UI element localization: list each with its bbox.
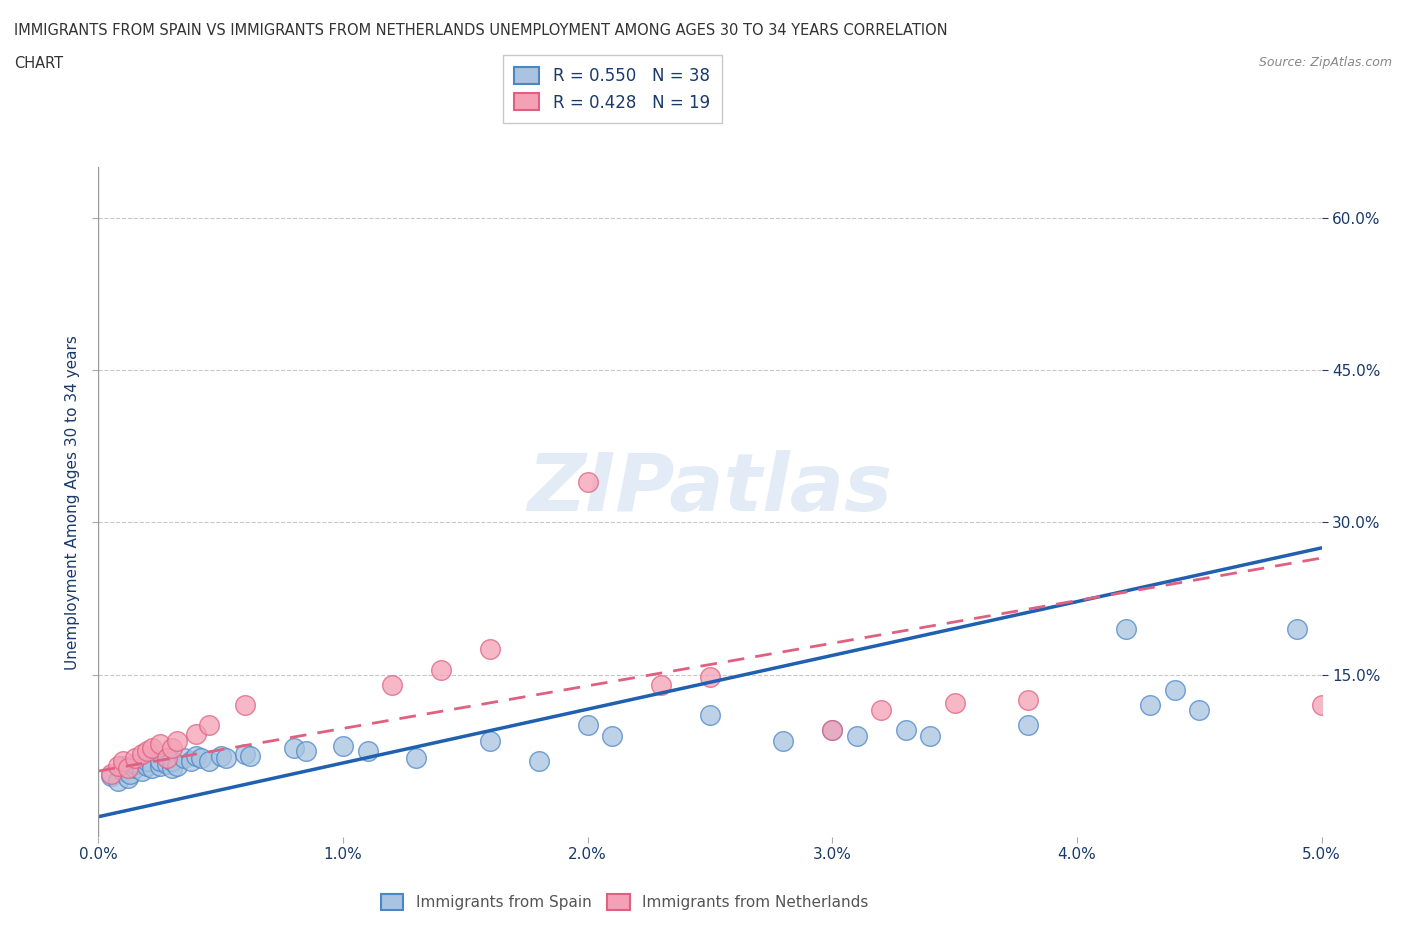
Point	[920, 728, 942, 743]
Point	[1164, 683, 1187, 698]
Point	[107, 759, 129, 774]
Point	[381, 677, 404, 692]
Point	[295, 743, 318, 758]
Point	[1310, 698, 1333, 712]
Point	[821, 723, 844, 737]
Point	[136, 743, 159, 758]
Point	[1017, 693, 1039, 708]
Point	[107, 774, 129, 789]
Point	[156, 751, 179, 765]
Point	[1017, 718, 1039, 733]
Point	[209, 749, 232, 764]
Point	[136, 753, 159, 768]
Point	[186, 726, 208, 741]
Point	[124, 756, 146, 771]
Point	[131, 764, 153, 778]
Point	[131, 747, 153, 762]
Point	[1286, 621, 1309, 636]
Legend: Immigrants from Spain, Immigrants from Netherlands: Immigrants from Spain, Immigrants from N…	[374, 888, 875, 916]
Point	[405, 751, 427, 765]
Point	[173, 751, 195, 765]
Point	[166, 759, 188, 774]
Text: CHART: CHART	[14, 56, 63, 71]
Point	[111, 759, 134, 774]
Point	[141, 761, 163, 776]
Point	[943, 696, 966, 711]
Point	[527, 753, 550, 768]
Point	[100, 766, 122, 781]
Point	[870, 703, 893, 718]
Point	[141, 740, 163, 755]
Point	[190, 751, 212, 765]
Text: Source: ZipAtlas.com: Source: ZipAtlas.com	[1258, 56, 1392, 69]
Point	[124, 751, 146, 765]
Point	[160, 740, 183, 755]
Point	[166, 733, 188, 748]
Point	[197, 718, 219, 733]
Point	[845, 728, 868, 743]
Point	[233, 747, 256, 762]
Point	[117, 761, 139, 776]
Point	[100, 769, 122, 784]
Point	[478, 642, 501, 657]
Point	[197, 753, 219, 768]
Point	[149, 759, 172, 774]
Point	[356, 743, 378, 758]
Y-axis label: Unemployment Among Ages 30 to 34 years: Unemployment Among Ages 30 to 34 years	[65, 335, 80, 670]
Point	[136, 759, 159, 774]
Point	[699, 670, 721, 684]
Point	[821, 723, 844, 737]
Text: IMMIGRANTS FROM SPAIN VS IMMIGRANTS FROM NETHERLANDS UNEMPLOYMENT AMONG AGES 30 : IMMIGRANTS FROM SPAIN VS IMMIGRANTS FROM…	[14, 23, 948, 38]
Point	[160, 753, 183, 768]
Point	[120, 766, 142, 781]
Point	[478, 733, 501, 748]
Point	[149, 753, 172, 768]
Point	[111, 753, 134, 768]
Point	[111, 764, 134, 778]
Point	[600, 728, 623, 743]
Point	[332, 738, 354, 753]
Point	[1115, 621, 1137, 636]
Point	[124, 761, 146, 776]
Point	[156, 756, 179, 771]
Point	[117, 771, 139, 786]
Point	[1139, 698, 1161, 712]
Point	[239, 749, 262, 764]
Point	[650, 677, 672, 692]
Point	[430, 662, 453, 677]
Point	[576, 718, 599, 733]
Point	[283, 740, 305, 755]
Point	[576, 474, 599, 489]
Point	[1188, 703, 1211, 718]
Point	[214, 751, 236, 765]
Text: ZIPatlas: ZIPatlas	[527, 450, 893, 528]
Point	[699, 708, 721, 723]
Point	[160, 761, 183, 776]
Point	[180, 753, 202, 768]
Point	[894, 723, 917, 737]
Point	[233, 698, 256, 712]
Point	[149, 737, 172, 751]
Point	[186, 749, 208, 764]
Point	[772, 733, 794, 748]
